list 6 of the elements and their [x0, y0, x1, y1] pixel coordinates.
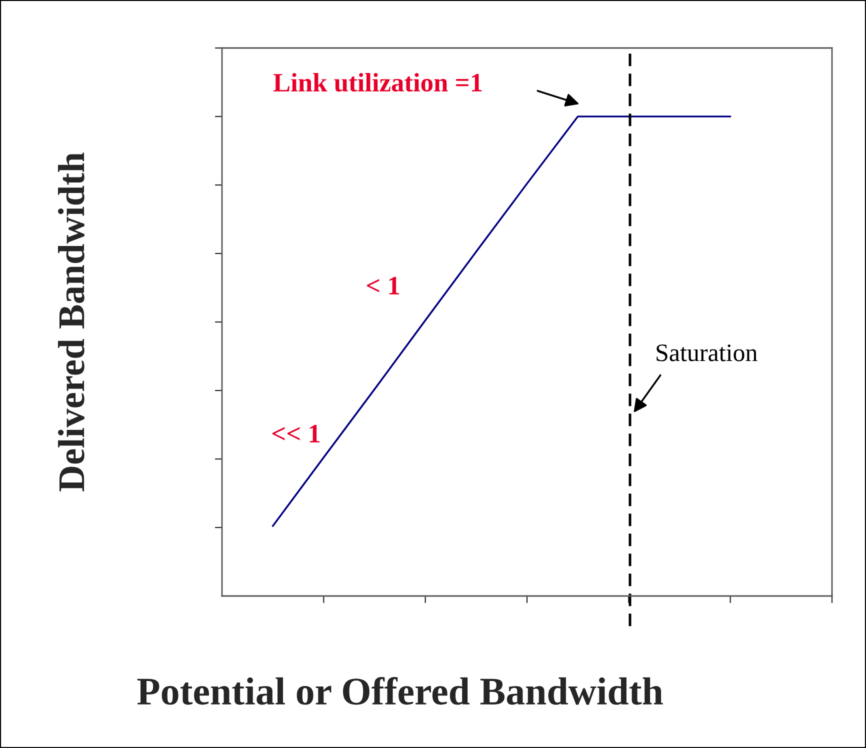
y-axis-title: Delivered Bandwidth: [58, 152, 84, 492]
text: Link utilization =1: [273, 73, 482, 92]
annotation: << 1: [272, 424, 320, 442]
annotation: Saturation: [656, 344, 758, 362]
x-axis-title: Potential or Offered Bandwidth: [137, 676, 663, 705]
annotation: < 1: [366, 276, 400, 294]
